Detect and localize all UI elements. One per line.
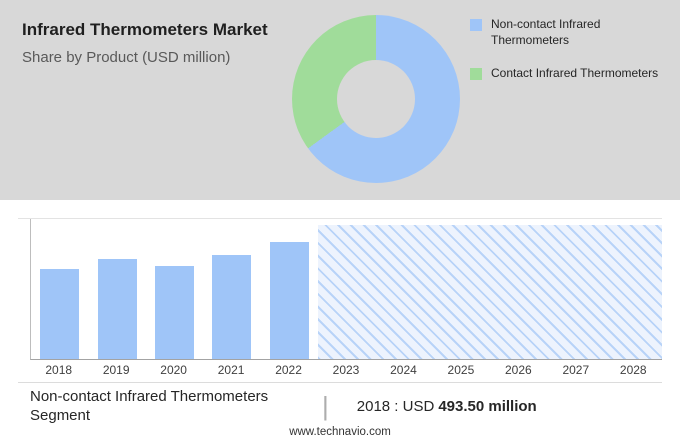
x-axis-label-2019: 2019 [102,363,130,377]
donut-hole [337,60,415,138]
x-axis-label-2027: 2027 [562,363,590,377]
legend-label: Contact Infrared Thermometers [491,65,659,80]
bar-slot-2021 [203,219,260,359]
stat-value: 493.50 million [438,397,537,415]
x-axis-label-2023: 2023 [332,363,360,377]
legend-swatch-icon [470,67,482,80]
x-axis-label-2021: 2021 [217,363,245,377]
donut-chart [292,15,460,183]
bar-slot-2026 [490,219,547,359]
forecast-region [317,225,662,359]
bar-slot-2023 [318,219,375,359]
bar-chart [18,218,662,360]
website-url: www.technavio.com [289,426,391,439]
x-axis-label-2024: 2024 [390,363,417,377]
legend-label: Non-contact Infrared Thermometers [491,17,601,47]
bar-slot-2018 [31,219,88,359]
bar-2022 [269,242,309,359]
legend: Non-contact Infrared Thermometers Contact… [470,17,666,81]
bars [31,219,662,359]
bar-2019 [97,259,137,359]
bar-2018 [40,268,80,359]
stat-line: 2018 : USD 493.50 million [357,398,537,415]
bar-slot-2022 [260,219,317,359]
legend-item: Non-contact Infrared Thermometers [470,17,666,49]
legend-item: Contact Infrared Thermometers [470,66,666,82]
header-panel: Infrared Thermometers Market Share by Pr… [0,0,680,200]
bar-slot-2025 [433,219,490,359]
page-subtitle: Share by Product (USD million) [22,49,231,66]
bar-2021 [212,254,252,359]
bar-slot-2028 [605,219,662,359]
segment-label: Non-contact Infrared Thermometers Segmen… [30,388,269,425]
x-axis-label-2022: 2022 [275,363,302,377]
separator: | [322,391,329,422]
x-axis-label-2026: 2026 [505,363,532,377]
bar-slot-2020 [146,219,203,359]
x-axis-label-2018: 2018 [45,363,73,377]
bar-slot-2019 [88,219,145,359]
title-block: Infrared Thermometers Market Share by Pr… [22,20,284,66]
chart-panel: 2018 2019 2020 2021 2022 2023 2024 2025 2026 2027… [0,218,680,440]
bar-slot-2024 [375,219,432,359]
page-title: Infrared Thermometers Market [22,20,268,39]
caption: Non-contact Infrared Thermometers Segmen… [0,383,680,425]
divider-line [18,382,662,383]
legend-swatch-icon [470,19,482,31]
x-axis-labels: 2018 2019 2020 2021 2022 2023 2024 2025 2026 2027… [30,360,662,377]
bar-slot-2027 [547,219,604,359]
x-axis-label-2028: 2028 [619,363,647,377]
x-axis-label-2025: 2025 [447,363,475,377]
x-axis-label-2020: 2020 [160,363,187,377]
chart-area [30,219,662,360]
bar-2020 [154,265,194,359]
stat-prefix: 2018 : USD [356,397,435,415]
